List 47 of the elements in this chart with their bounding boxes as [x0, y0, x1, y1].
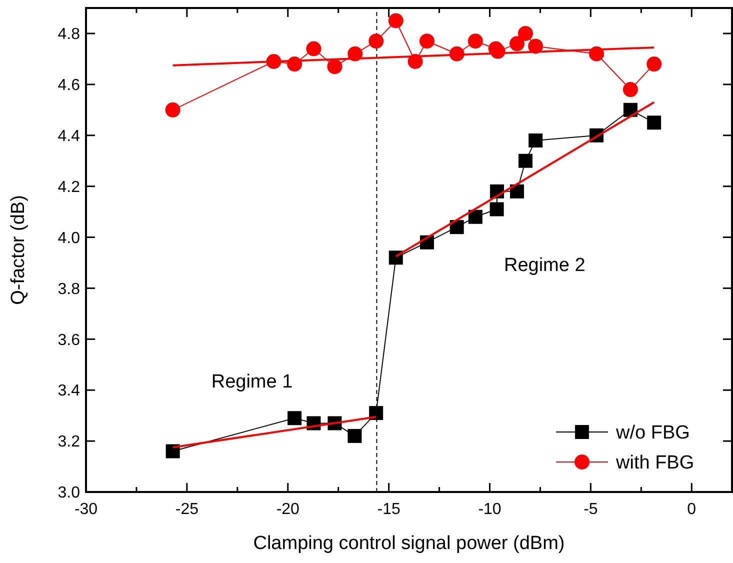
x-tick-label: -20: [276, 501, 300, 518]
x-tick-label: -30: [74, 501, 98, 518]
y-tick-label: 4.4: [58, 128, 80, 145]
legend-label: with FBG: [615, 452, 694, 474]
point: [166, 444, 180, 458]
point: [528, 133, 543, 148]
y-tick-label: 4.0: [58, 230, 80, 247]
point: [646, 56, 662, 72]
point: [510, 36, 525, 52]
y-tick-label: 3.4: [58, 382, 80, 400]
point: [388, 13, 404, 28]
x-tick-label: -5: [584, 501, 598, 518]
x-tick-label: -25: [175, 501, 199, 518]
point: [647, 116, 662, 130]
point: [468, 34, 483, 49]
legend-label: w/o FBG: [615, 422, 690, 444]
x-tick-label: -10: [478, 501, 502, 518]
point: [369, 406, 384, 420]
point: [622, 82, 638, 98]
point: [348, 428, 362, 443]
y-tick-label: 4.8: [58, 26, 80, 44]
point: [306, 41, 322, 56]
point: [623, 102, 638, 117]
y-tick-label: 3.0: [58, 484, 80, 502]
y-tick-label: 3.6: [58, 332, 80, 349]
y-tick-label: 3.2: [58, 434, 80, 451]
point: [388, 250, 403, 265]
y-axis-title: Q-factor (dB): [8, 195, 29, 305]
y-tick-label: 4.2: [58, 178, 80, 196]
point: [288, 411, 302, 426]
point: [450, 220, 464, 234]
point: [327, 59, 342, 74]
point: [518, 154, 532, 168]
point: [468, 210, 482, 224]
point: [165, 102, 180, 118]
annotation: Regime 1: [211, 371, 293, 392]
y-tick-label: 4.6: [58, 77, 80, 94]
point: [368, 34, 384, 49]
point: [518, 26, 533, 41]
x-tick-label: -15: [377, 501, 400, 518]
point: [490, 202, 504, 216]
y-tick-label: 3.8: [58, 280, 80, 298]
annotation: Regime 2: [504, 255, 586, 276]
x-tick-label: 0: [687, 501, 696, 518]
point: [419, 34, 434, 49]
x-axis-title: Clamping control signal power (dBm): [253, 533, 565, 554]
point: [510, 184, 524, 198]
